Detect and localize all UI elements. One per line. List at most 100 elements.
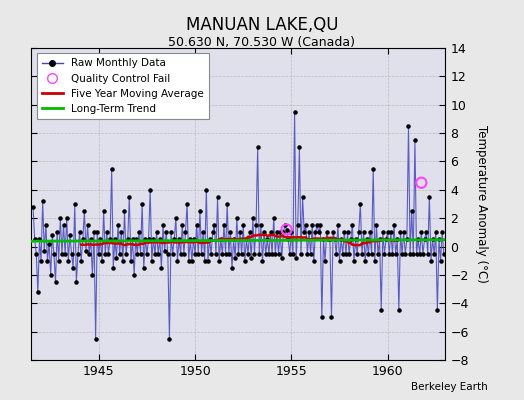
Point: [266, 229, 275, 236]
Point: [307, 250, 315, 257]
Point: [189, 236, 198, 243]
Point: [198, 250, 206, 257]
Y-axis label: Temperature Anomaly (°C): Temperature Anomaly (°C): [475, 125, 488, 283]
Point: [183, 201, 191, 207]
Point: [353, 250, 362, 257]
Point: [188, 258, 196, 264]
Point: [64, 258, 72, 264]
Point: [411, 137, 419, 143]
Point: [37, 258, 45, 264]
Point: [111, 236, 119, 243]
Point: [406, 250, 414, 257]
Point: [372, 222, 380, 228]
Point: [138, 201, 146, 207]
Point: [225, 250, 233, 257]
Point: [54, 258, 63, 264]
Point: [103, 229, 111, 236]
Point: [257, 222, 265, 228]
Point: [157, 265, 166, 271]
Point: [298, 194, 307, 200]
Point: [107, 165, 116, 172]
Point: [276, 229, 285, 236]
Point: [71, 201, 79, 207]
Point: [194, 250, 202, 257]
Point: [438, 229, 446, 236]
Point: [191, 250, 199, 257]
Point: [114, 222, 122, 228]
Point: [380, 250, 389, 257]
Point: [412, 250, 421, 257]
Point: [149, 236, 158, 243]
Point: [59, 222, 68, 228]
Point: [260, 229, 268, 236]
Point: [184, 258, 193, 264]
Point: [162, 229, 170, 236]
Point: [172, 215, 180, 221]
Point: [255, 250, 264, 257]
Point: [168, 250, 177, 257]
Point: [167, 229, 175, 236]
Point: [249, 215, 257, 221]
Point: [109, 265, 117, 271]
Point: [295, 144, 303, 150]
Point: [331, 236, 339, 243]
Point: [124, 236, 132, 243]
Point: [220, 222, 228, 228]
Point: [88, 272, 96, 278]
Point: [125, 194, 134, 200]
Point: [287, 229, 296, 236]
Point: [245, 229, 254, 236]
Point: [77, 258, 85, 264]
Point: [121, 208, 129, 214]
Point: [423, 250, 432, 257]
Point: [202, 187, 211, 193]
Point: [178, 222, 187, 228]
Point: [340, 229, 348, 236]
Point: [159, 222, 167, 228]
Point: [38, 198, 47, 204]
Point: [286, 250, 294, 257]
Point: [239, 222, 247, 228]
Point: [436, 258, 445, 264]
Point: [310, 258, 318, 264]
Point: [154, 250, 162, 257]
Point: [359, 229, 368, 236]
Point: [32, 250, 40, 257]
Point: [56, 215, 64, 221]
Point: [322, 229, 331, 236]
Point: [42, 222, 50, 228]
Point: [279, 229, 288, 236]
Point: [43, 258, 52, 264]
Point: [152, 229, 161, 236]
Point: [355, 229, 363, 236]
Point: [425, 194, 433, 200]
Point: [236, 229, 244, 236]
Point: [104, 250, 113, 257]
Point: [173, 258, 182, 264]
Point: [119, 258, 127, 264]
Point: [160, 248, 169, 254]
Point: [127, 258, 135, 264]
Point: [335, 258, 344, 264]
Point: [416, 250, 424, 257]
Point: [117, 229, 125, 236]
Point: [165, 336, 173, 342]
Point: [212, 250, 220, 257]
Point: [51, 279, 60, 285]
Point: [414, 236, 422, 243]
Point: [337, 236, 345, 243]
Point: [79, 236, 87, 243]
Point: [139, 265, 148, 271]
Point: [69, 265, 78, 271]
Point: [101, 250, 110, 257]
Point: [199, 229, 208, 236]
Point: [275, 250, 283, 257]
Point: [370, 258, 379, 264]
Point: [47, 272, 55, 278]
Point: [130, 272, 138, 278]
Point: [72, 279, 81, 285]
Point: [396, 229, 405, 236]
Point: [311, 229, 320, 236]
Point: [324, 236, 332, 243]
Point: [313, 222, 321, 228]
